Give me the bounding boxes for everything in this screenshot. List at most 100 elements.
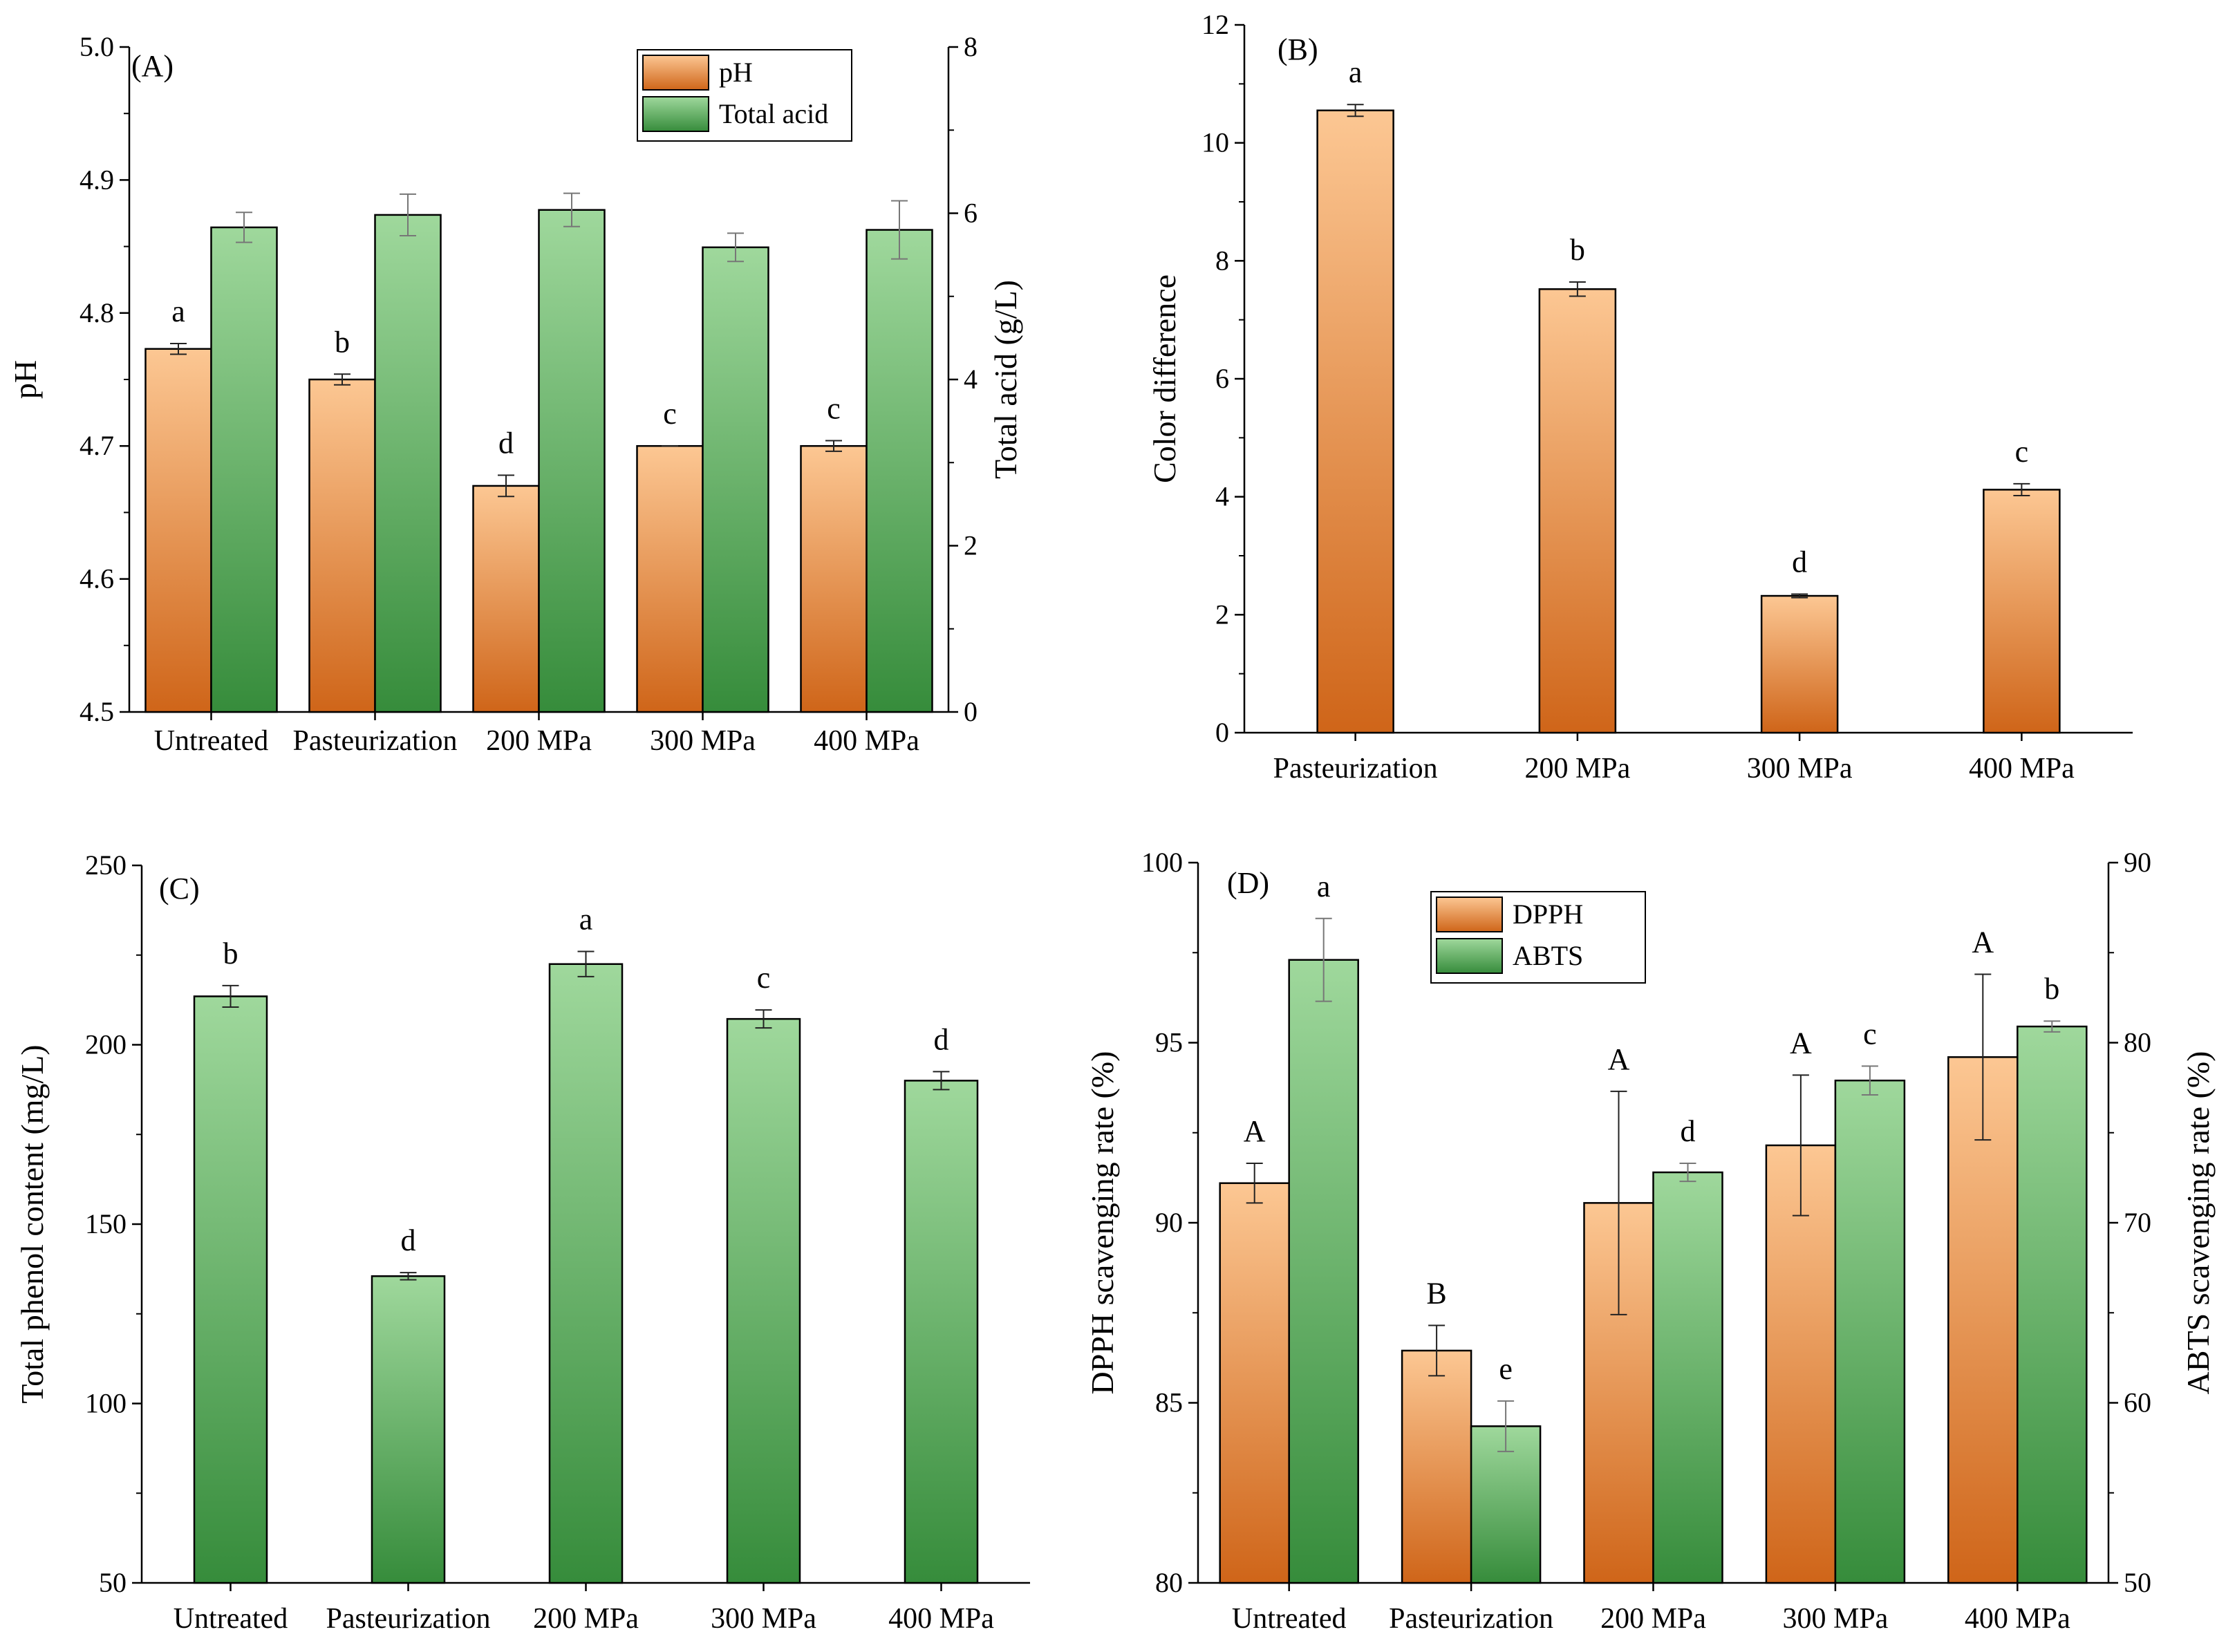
y-tick-label: 4.9 [80,164,114,195]
y-axis-title: pH [8,360,43,399]
y-tick-label: 95 [1155,1027,1183,1058]
significance-label: b [223,937,238,970]
significance-label: e [1499,1352,1513,1386]
panel-label: (C) [159,872,200,905]
bar-dpph [1401,1349,1472,1584]
significance-label: b [335,325,350,359]
significance-label: c [663,397,677,431]
legend-swatch [642,55,709,91]
bar-total-acid [702,246,769,713]
significance-label: c [2015,435,2029,469]
x-tick-label: Pasteurization [326,1603,491,1635]
x-tick-label: 400 MPa [814,725,919,757]
significance-label: a [1317,870,1331,903]
bar-dpph [1219,1182,1290,1584]
panel-label: (D) [1227,866,1269,900]
bar-dpph [1947,1056,2019,1584]
x-tick-label: 300 MPa [711,1603,816,1635]
y-right-tick-label: 70 [2124,1207,2151,1238]
panel-d: 80 85 90 95 100 DPPH scavenging rate (%) 50 60 7… [1085,847,2216,1635]
y-right-tick-label: 60 [2124,1387,2151,1418]
x-tick-label: Untreated [1232,1603,1347,1635]
y-tick-label: 85 [1155,1387,1183,1418]
legend-swatch [1436,897,1503,932]
x-tick-label: 300 MPa [1782,1603,1888,1635]
x-tick-label: Untreated [154,725,269,757]
bar-total-acid [210,226,278,713]
x-tick-label: 200 MPa [533,1603,639,1635]
x-tick-label: 400 MPa [1969,753,2075,785]
bar-total-phenol-content [371,1275,446,1584]
legend-label: DPPH [1513,899,1583,930]
y-tick-label: 6 [1215,363,1229,394]
y-right-tick-label: 80 [2124,1027,2151,1058]
bar-abts [1652,1171,1723,1584]
panel-b: 0 2 4 6 8 10 12 Color difference Pasteurization 2… [1147,9,2133,785]
significance-label: d [1792,545,1807,579]
y-tick-label: 50 [99,1567,127,1598]
y-tick-label: 4.7 [80,430,114,461]
significance-label: A [1972,926,1994,959]
x-tick-label: 400 MPa [888,1603,994,1635]
significance-label: a [1349,55,1363,89]
legend-label: pH [719,57,753,88]
significance-label: A [1608,1042,1630,1076]
significance-label: c [1863,1017,1877,1051]
significance-label: d [498,426,514,460]
x-tick-label: Pasteurization [1273,753,1438,785]
y-tick-label: 100 [85,1388,127,1419]
x-tick-label: Untreated [174,1603,288,1635]
y-tick-label: 4.6 [80,563,114,594]
panel-a: 4.5 4.6 4.7 4.8 4.9 5.0 pH 0 2 4 6 8 Total acid (g/L… [8,31,1023,757]
significance-label: B [1426,1276,1446,1310]
bar-total-phenol-content [726,1017,801,1584]
bar-color-difference [1760,594,1839,734]
bar-ph [308,378,376,713]
significance-label: b [1570,233,1585,267]
panel-c: 50 100 150 200 250 Total phenol content (mg/L… [15,850,1030,1635]
x-tick-label: Pasteurization [1389,1603,1553,1635]
x-tick-label: 200 MPa [1600,1603,1706,1635]
bar-abts [2017,1025,2088,1584]
y-axis-title: Total phenol content (mg/L) [15,1044,50,1403]
y-tick-label: 150 [85,1208,127,1239]
bar-total-phenol-content [193,995,268,1584]
bar-abts [1288,959,1359,1584]
y-right-tick-label: 2 [964,530,978,561]
significance-label: a [579,903,593,937]
significance-label: c [757,961,771,995]
significance-label: a [171,294,185,328]
bar-ph [144,348,212,713]
significance-label: d [1681,1114,1696,1148]
bar-total-acid [374,214,442,713]
y-tick-label: 10 [1201,127,1229,158]
x-tick-label: 200 MPa [486,725,592,757]
y-tick-label: 250 [85,850,127,881]
y-tick-label: 90 [1155,1207,1183,1238]
legend-label: Total acid [719,98,828,129]
legend-swatch [642,96,709,132]
x-tick-label: 200 MPa [1524,753,1630,785]
bar-ph [472,485,540,713]
bar-total-phenol-content [904,1080,979,1584]
y-tick-label: 200 [85,1029,127,1060]
significance-label: d [401,1223,416,1257]
y-tick-label: 100 [1141,847,1183,878]
y-axis-right-title: Total acid (g/L) [988,280,1023,479]
y-axis-title: DPPH scavenging rate (%) [1085,1051,1120,1395]
panel-label: (B) [1278,32,1318,66]
y-tick-label: 5.0 [80,31,114,62]
bar-ph [636,444,704,713]
x-tick-label: 400 MPa [1965,1603,2070,1635]
legend-label: ABTS [1513,940,1583,971]
x-tick-label: Pasteurization [293,725,458,757]
bar-abts [1834,1079,1906,1584]
y-right-tick-label: 4 [964,364,978,395]
y-right-tick-label: 50 [2124,1567,2151,1598]
y-tick-label: 2 [1215,599,1229,630]
y-tick-label: 80 [1155,1567,1183,1598]
y-right-tick-label: 90 [2124,847,2151,878]
y-tick-label: 4.8 [80,297,114,328]
y-tick-label: 12 [1201,9,1229,40]
